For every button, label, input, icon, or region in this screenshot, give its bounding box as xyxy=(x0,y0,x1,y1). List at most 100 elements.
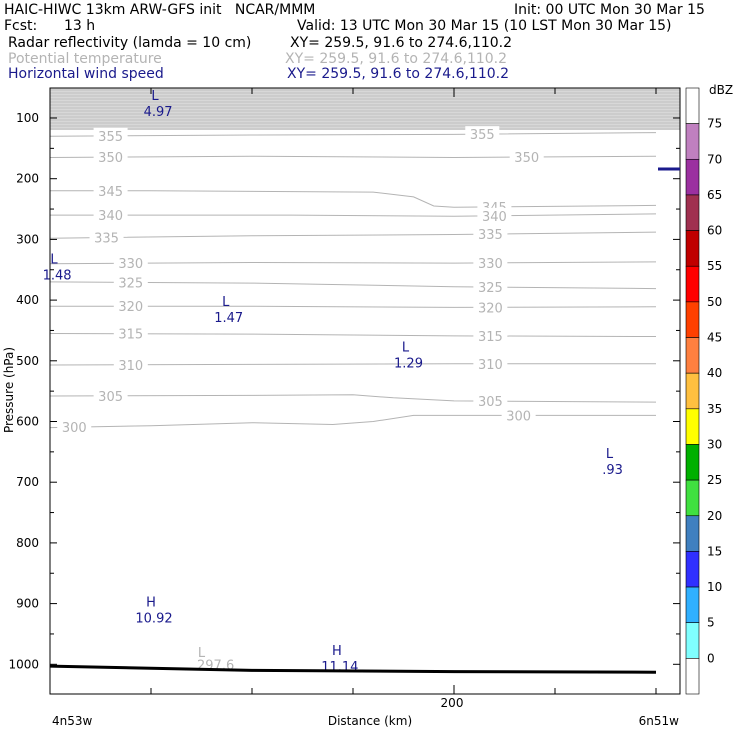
theta-label-355: 355 xyxy=(98,130,123,145)
colorbar-segment xyxy=(685,301,700,338)
y-tick-label: 300 xyxy=(16,232,39,246)
theta-contour-350 xyxy=(49,155,657,159)
theta-label-mask xyxy=(465,126,500,142)
y-tick-label: 900 xyxy=(16,597,39,611)
theta-label-325: 325 xyxy=(478,281,503,296)
theta-contour-300 xyxy=(49,414,656,429)
theta-min-marker: L xyxy=(198,646,206,661)
plot-frame xyxy=(49,87,681,695)
colorbar-label: 50 xyxy=(707,295,722,309)
colorbar-label: 30 xyxy=(707,437,722,451)
wind-extremum-type: L xyxy=(402,341,410,356)
colorbar-label: 20 xyxy=(707,509,722,523)
theta-contour-355 xyxy=(49,132,657,137)
theta-label-325: 325 xyxy=(118,276,143,291)
theta-label-305: 305 xyxy=(98,390,123,405)
x-axis: 200 xyxy=(150,88,657,710)
theta-label-340: 340 xyxy=(482,210,507,225)
colorbar-segment xyxy=(685,515,700,552)
y-tick-label: 500 xyxy=(16,354,39,368)
wind-extremum-type: L xyxy=(151,89,159,104)
colorbar-label: 75 xyxy=(707,117,722,131)
colorbar-segment xyxy=(685,658,700,695)
y-tick-label: 1000 xyxy=(8,657,39,671)
theta-label-345: 345 xyxy=(98,185,123,200)
y-tick-label: 600 xyxy=(16,415,39,429)
colorbar-label: 70 xyxy=(707,152,722,166)
colorbar-segment xyxy=(685,123,700,160)
colorbar-label: 40 xyxy=(707,366,722,380)
field-name-wind: Horizontal wind speed xyxy=(8,66,164,82)
colorbar-segment xyxy=(685,265,700,303)
colorbar-label: 45 xyxy=(707,331,722,345)
theta-label-mask xyxy=(89,229,124,245)
colorbar-segment xyxy=(685,444,700,481)
x-right-endpoint: 6n51w xyxy=(639,714,680,728)
forecast-label: Fcst: xyxy=(4,18,38,34)
theta-label-mask xyxy=(93,149,128,165)
wind-extremum-type: L xyxy=(222,295,230,310)
wind-extremum-type: L xyxy=(606,447,614,462)
theta-contour-305 xyxy=(49,394,657,403)
field-name-theta: Potential temperature xyxy=(8,51,162,67)
theta-label-300: 300 xyxy=(506,409,531,424)
forecast-hour: 13 h xyxy=(64,18,96,34)
wind-extremum-value: 1.48 xyxy=(43,269,72,284)
field-xy-wind: XY= 259.5, 91.6 to 274.6,110.2 xyxy=(287,66,510,82)
wind-extremum-value: 1.29 xyxy=(394,357,423,372)
colorbar-label: 10 xyxy=(707,580,722,594)
terrain-line xyxy=(49,664,657,674)
theta-contours: 3553553503503453453403403353353303303253… xyxy=(49,126,657,674)
theta-label-mask xyxy=(473,299,508,315)
theta-label-330: 330 xyxy=(118,257,143,272)
theta-label-300: 300 xyxy=(62,421,87,436)
colorbar-unit: dBZ xyxy=(709,83,733,97)
field-xy-theta: XY= 259.5, 91.6 to 274.6,110.2 xyxy=(285,51,508,67)
x-tick-label: 200 xyxy=(441,696,464,710)
theta-label-320: 320 xyxy=(118,300,143,315)
theta-label-350: 350 xyxy=(514,151,539,166)
theta-label-355: 355 xyxy=(470,128,495,143)
upper-band xyxy=(50,88,680,130)
colorbar-label: 0 xyxy=(707,651,715,665)
theta-label-mask xyxy=(93,387,128,403)
theta-label-320: 320 xyxy=(478,301,503,316)
theta-label-mask xyxy=(473,355,508,371)
y-axis: 100 200 300 400 500 600 700 800 900 1000 xyxy=(8,111,680,671)
theta-label-mask xyxy=(113,356,148,372)
colorbar-label: 35 xyxy=(707,402,722,416)
theta-label-mask xyxy=(509,149,544,165)
colorbar-label: 25 xyxy=(707,473,722,487)
init-time: Init: 00 UTC Mon 30 Mar 15 xyxy=(514,2,705,18)
colorbar-segment xyxy=(685,551,700,588)
theta-label-mask xyxy=(93,127,128,143)
theta-label-330: 330 xyxy=(478,257,503,272)
theta-label-mask xyxy=(473,279,508,295)
colorbar-segment xyxy=(685,337,700,374)
wind-extremum-value: 10.92 xyxy=(135,612,172,627)
theta-contour-310 xyxy=(49,363,656,366)
y-tick-label: 100 xyxy=(16,111,39,125)
colorbar-label: 60 xyxy=(707,224,722,238)
theta-label-mask xyxy=(93,182,128,198)
theta-label-mask xyxy=(113,274,148,290)
theta-contour-340 xyxy=(50,213,657,217)
theta-label-mask xyxy=(93,207,128,223)
colorbar-segment xyxy=(685,408,700,445)
theta-contour-315 xyxy=(49,333,657,337)
theta-label-mask xyxy=(113,255,148,271)
colorbar-label: 15 xyxy=(707,544,722,558)
theta-label-mask xyxy=(473,254,508,270)
theta-label-mask xyxy=(113,298,148,314)
theta-label-335: 335 xyxy=(94,232,119,247)
wind-extremum-value: 11.14 xyxy=(321,660,358,675)
wind-extremum-value: 4.97 xyxy=(144,105,173,120)
theta-label-mask xyxy=(501,407,536,423)
theta-label-310: 310 xyxy=(118,359,143,374)
colorbar-segment xyxy=(685,586,700,624)
wind-extremum-type: H xyxy=(146,596,156,611)
field-xy-reflectivity: XY= 259.5, 91.6 to 274.6,110.2 xyxy=(290,35,513,51)
